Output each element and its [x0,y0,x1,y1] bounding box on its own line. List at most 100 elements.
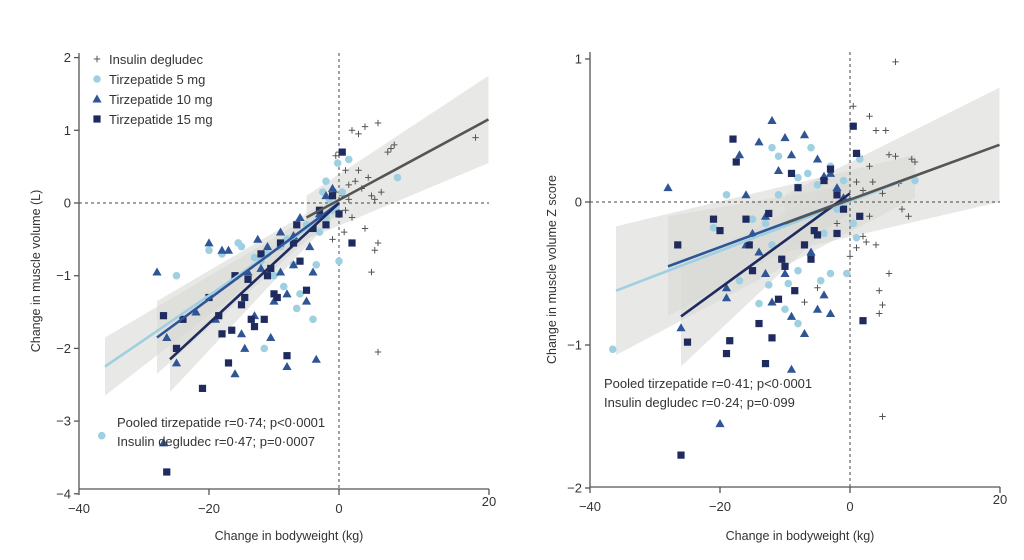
data-point [355,167,362,174]
data-point [780,268,790,277]
data-point [794,184,802,192]
x-tick-label: 0 [846,499,853,514]
data-point [852,149,861,157]
correlation-stat: Pooled tirzepatide r=0·41; p<0·0001 [604,376,812,391]
data-point [812,154,823,163]
x-tick-label: −20 [198,501,220,516]
legend: Insulin degludec Tirzepatide 5 mg Tirzepat… [92,52,213,127]
data-point [754,137,764,146]
y-tick-label: −1 [56,268,71,283]
data-point [674,241,682,249]
data-point [786,150,797,159]
data-point [312,260,321,269]
data-point [859,233,867,240]
data-point [231,272,239,280]
data-point [826,165,835,173]
data-point [767,297,777,306]
data-point [872,127,880,134]
data-point [813,181,822,189]
fit-line-tzp15 [680,192,851,318]
data-point [321,191,331,200]
data-point [472,134,479,141]
data-point [721,293,732,302]
y-tick-label: −1 [567,338,582,353]
data-point [761,219,770,228]
data-point [270,271,278,280]
data-point [786,364,797,373]
data-point [378,188,385,196]
data-point [842,269,851,278]
data-point [275,267,286,276]
fit-line-insulin [305,118,490,219]
data-point [774,191,783,199]
data-point [204,238,214,247]
data-point [159,312,168,320]
data-point [735,276,744,285]
data-point [734,150,745,159]
data-point [348,127,356,134]
data-point [885,151,893,159]
data-point [328,192,337,200]
data-point [295,212,305,221]
data-point [253,234,263,243]
data-point [799,328,810,338]
data-point [172,344,181,352]
data-point [171,358,182,367]
x-tick-label: 20 [993,492,1007,507]
data-point [812,304,823,313]
y-tick-label: 1 [575,52,582,67]
data-point [241,293,249,302]
data-point [335,210,343,218]
data-point [898,205,906,213]
data-point [869,178,876,186]
data-point [335,257,343,265]
data-point [732,158,740,166]
data-point [368,268,375,276]
data-point [784,279,793,288]
data-point [152,267,162,276]
data-point [748,215,757,223]
data-point [855,155,864,163]
data-point [240,343,250,352]
data-point [825,168,836,177]
data-point [722,191,731,199]
data-point [329,236,336,243]
data-point [217,245,227,254]
fit-line-insulin [784,143,1000,225]
series-tzp5 [97,155,402,440]
data-point [748,267,757,275]
correlation-stat: Insulin degludec r=0·47; p=0·0007 [117,434,315,449]
data-point [97,431,106,440]
data-point [263,272,272,280]
data-point [813,231,822,239]
data-point [257,250,265,258]
data-point [755,299,763,308]
data-point [361,123,369,130]
data-point [773,165,784,174]
y-axis-title: Change in muscle volume Z score [545,175,559,364]
data-point [742,215,750,223]
data-point [853,244,860,251]
data-point [794,173,802,182]
data-point [282,289,292,298]
data-point [892,153,899,160]
data-point [289,239,298,247]
data-point [866,163,873,170]
data-point [218,330,226,338]
y-tick-label: −2 [567,481,582,496]
data-point [301,296,312,305]
data-point [296,290,304,298]
data-point [158,438,169,447]
data-point [391,141,398,149]
data-point [275,227,286,236]
data-point [765,209,773,218]
data-point [755,319,763,328]
correlation-stat: Insulin degludec r=0·24; p=0·099 [604,395,795,410]
data-point [361,225,369,232]
data-point [833,220,841,227]
data-point [279,282,288,291]
data-point [191,307,201,316]
data-point [709,223,718,232]
data-point [293,221,301,229]
data-point [814,284,821,291]
